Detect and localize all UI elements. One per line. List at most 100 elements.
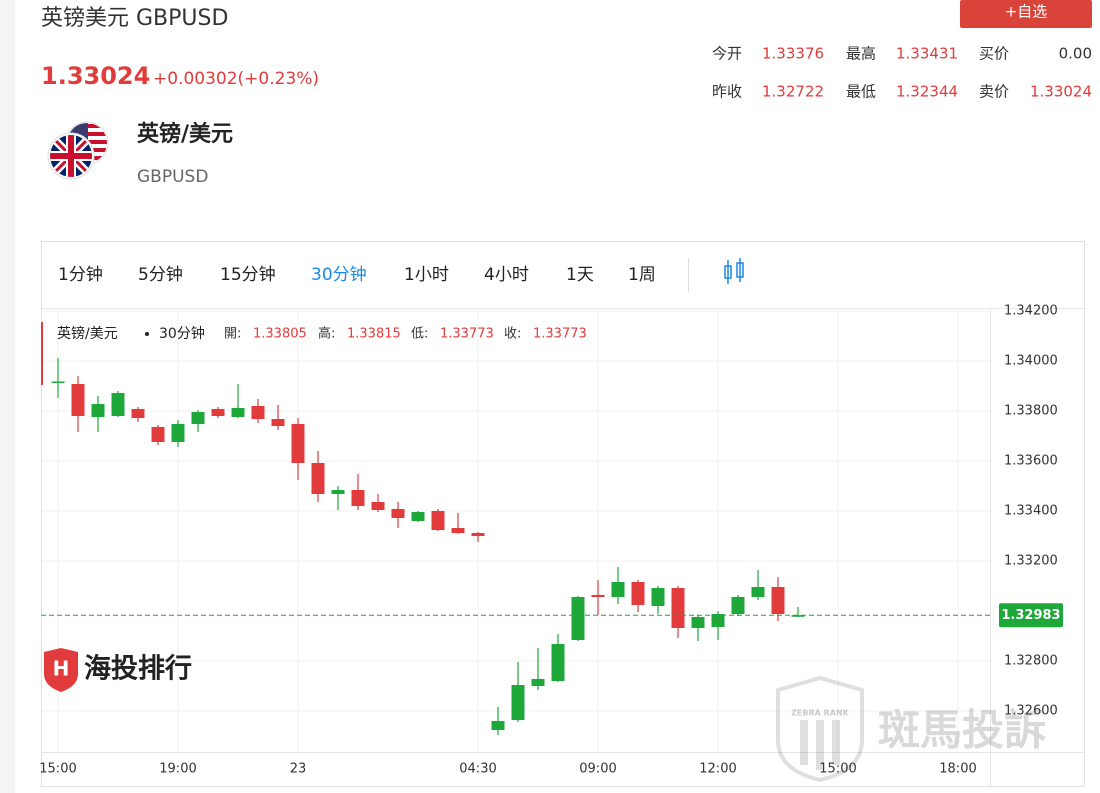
candle-body: [691, 617, 705, 628]
x-tick-label: 18:00: [939, 762, 976, 777]
brand-watermark-text: 海投排行: [84, 653, 192, 685]
candle-body: [311, 463, 325, 494]
price: 1.33024: [41, 62, 150, 90]
candle-body: [731, 597, 745, 614]
candle-body: [531, 679, 545, 686]
chart-frame: [41, 241, 1085, 787]
timeframe-tab[interactable]: 1天: [566, 265, 594, 285]
zebra-watermark-en: ZEBRA RANK: [791, 709, 850, 718]
y-tick-label: 1.34000: [1004, 354, 1058, 369]
x-tick-label: 15:00: [819, 762, 856, 777]
candle-body: [371, 502, 385, 510]
y-tick-label: 1.34200: [1004, 304, 1058, 319]
x-tick-label: 15:00: [39, 762, 76, 777]
stat-label: 卖价: [979, 83, 1009, 101]
candle-body: [231, 408, 245, 417]
candle-body: [511, 685, 525, 720]
candle-body: [51, 381, 65, 383]
candle-body: [71, 384, 85, 416]
candle-body: [191, 412, 205, 424]
zebra-watermark-text: 斑馬投訴: [878, 706, 1046, 755]
stat-value: 1.32344: [896, 83, 958, 101]
candle-body: [351, 490, 365, 506]
stat-label: 最高: [846, 45, 876, 63]
candle-body: [491, 721, 505, 730]
button-bg[interactable]: [960, 0, 1092, 28]
timeframe-tab[interactable]: 4小时: [484, 265, 529, 285]
timeframe-tabs: 1分钟 5分钟 15分钟 30分钟 1小时 4小时 1天 1周: [58, 265, 656, 285]
timeframe-tab[interactable]: 1周: [628, 265, 656, 285]
candle-body: [91, 404, 105, 417]
legend-item-value: 1.33805: [253, 327, 307, 342]
y-tick-label: 1.33400: [1004, 504, 1058, 519]
candle-body: [631, 582, 645, 605]
stat-value: 1.33431: [896, 45, 958, 63]
candle-body: [611, 582, 625, 597]
y-tick-label: 1.33200: [1004, 554, 1058, 569]
stat-value: 1.33024: [1030, 83, 1092, 101]
timeframe-tab[interactable]: 15分钟: [220, 265, 276, 285]
candle-body: [291, 424, 305, 463]
plot: 1.32600 1.32800 1.33200 1.33400 1.33600 1.338…: [39, 304, 1084, 786]
instrument-code: GBPUSD: [137, 167, 208, 187]
timeframe-tab[interactable]: 30分钟: [311, 265, 367, 285]
candle-body: [391, 509, 405, 518]
timeframe-tab[interactable]: 1小时: [404, 265, 449, 285]
candle-body: [151, 427, 165, 442]
timeframe-tab[interactable]: 5分钟: [138, 265, 183, 285]
timeframe-tab[interactable]: 1分钟: [58, 265, 103, 285]
last-price-badge: [999, 603, 1063, 628]
candle-body: [551, 644, 565, 681]
candle-body: [651, 588, 665, 606]
candle-body: [411, 512, 425, 521]
last-price-label: 1.32983: [1001, 608, 1060, 623]
y-tick-label: 1.32600: [1004, 704, 1058, 719]
candle-body: [671, 588, 685, 628]
chart-type-icon[interactable]: [724, 258, 744, 284]
legend-dot: [145, 332, 149, 336]
candle-body: [471, 533, 485, 536]
candle-body: [211, 409, 225, 416]
legend-item-value: 1.33773: [440, 327, 494, 342]
legend-symbol: 英镑/美元: [57, 325, 118, 342]
x-tick-label: 12:00: [699, 762, 736, 777]
y-tick-label: 1.33800: [1004, 404, 1058, 419]
x-tick-label: 23: [290, 762, 307, 777]
legend-item-value: 1.33815: [347, 327, 401, 342]
candle-body: [171, 424, 185, 442]
candle-body: [711, 614, 725, 627]
brand-watermark: H: [44, 648, 78, 692]
candle-body: [131, 409, 145, 418]
candle-body: [591, 595, 605, 597]
legend-interval: 30分钟: [159, 325, 205, 342]
x-tick-label: 09:00: [579, 762, 616, 777]
candle-body: [791, 615, 805, 617]
stat-value: 0.00: [1059, 45, 1092, 63]
candle-body: [271, 419, 285, 426]
stat-value: 1.33376: [762, 45, 824, 63]
page-title: 英镑美元 GBPUSD: [41, 6, 228, 31]
stat-label: 今开: [712, 45, 742, 63]
zebra-watermark: [776, 675, 864, 783]
y-tick-label: 1.32800: [1004, 654, 1058, 669]
stat-value: 1.32722: [762, 83, 824, 101]
legend-item-label: 開:: [224, 327, 241, 342]
stats: 今开 1.33376 最高 1.33431 买价 0.00 昨收 1.32722 最低 1.323…: [712, 45, 1092, 101]
candle-body: [331, 490, 345, 494]
watch-button[interactable]: +自选: [960, 0, 1092, 28]
legend-item-label: 低:: [411, 327, 428, 342]
legend-item-value: 1.33773: [533, 327, 587, 342]
x-tick-label: 19:00: [159, 762, 196, 777]
stat-label: 最低: [846, 83, 876, 101]
instrument-name: 英镑/美元: [137, 121, 233, 147]
button-label[interactable]: +自选: [1005, 3, 1048, 21]
candle-body: [251, 406, 265, 419]
x-tick-label: 04:30: [459, 762, 496, 777]
price-change: +0.00302(+0.23%): [153, 69, 319, 89]
legend-item-label: 高:: [318, 326, 335, 342]
stat-label: 买价: [979, 45, 1009, 63]
candle-body: [571, 597, 585, 640]
legend-item-label: 收:: [504, 327, 521, 342]
